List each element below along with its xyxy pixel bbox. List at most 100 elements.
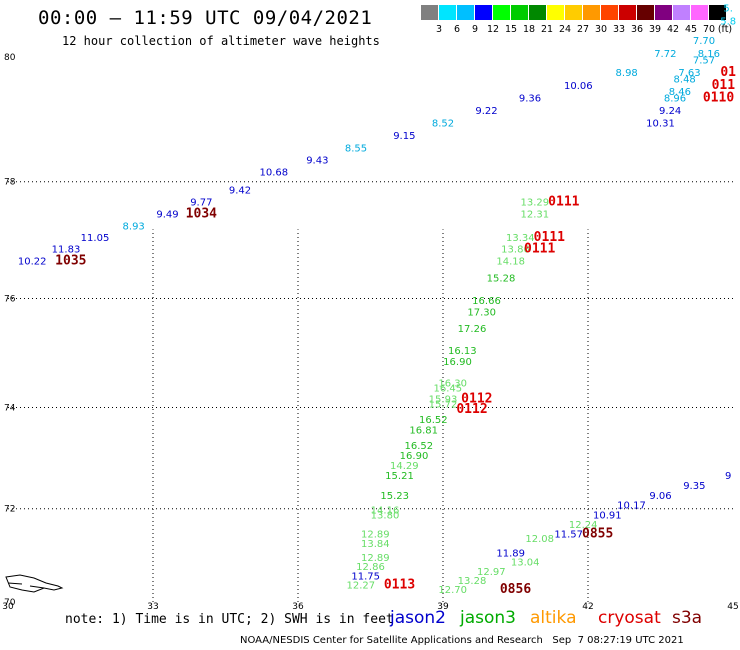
- wave-height-label: 12.08: [525, 534, 554, 545]
- time-label: 0856: [500, 582, 531, 597]
- scale-swatch: [493, 5, 510, 20]
- wave-height-label: 11.89: [496, 548, 525, 559]
- scale-label: 45: [684, 24, 698, 35]
- scale-swatch: [547, 5, 564, 20]
- wave-height-label: 16.66: [472, 296, 501, 307]
- scale-label: 21: [540, 24, 554, 35]
- wave-height-label: 12.70: [438, 585, 467, 596]
- wave-height-label: 14.16: [371, 506, 400, 517]
- wave-height-label: 16.90: [443, 357, 472, 368]
- wave-height-label: 7.72: [654, 49, 676, 60]
- wave-height-label: 9.35: [683, 481, 705, 492]
- wave-height-label: 13.86: [501, 245, 530, 256]
- scale-swatch: [673, 5, 690, 20]
- wave-height-label: 8.16: [698, 49, 720, 60]
- scale-label: 3: [435, 24, 443, 35]
- wave-height-label: 12.24: [569, 520, 598, 531]
- y-tick-label: 80: [4, 53, 16, 63]
- wave-height-label: 9.36: [519, 94, 541, 105]
- wave-height-label: 9.42: [229, 186, 251, 197]
- scale-label: 33: [612, 24, 626, 35]
- time-label: 1035: [55, 253, 86, 268]
- scale-swatch: [421, 5, 438, 20]
- wave-height-label: 7.57: [693, 55, 715, 66]
- y-tick-label: 72: [4, 505, 15, 515]
- footer-credit: NOAA/NESDIS Center for Satellite Applica…: [240, 635, 684, 646]
- wave-height-label: 11.83: [52, 245, 81, 256]
- wave-height-label: 8.55: [345, 143, 367, 154]
- scale-label: 39: [648, 24, 662, 35]
- scale-label: 42: [666, 24, 680, 35]
- time-label: 01: [720, 65, 736, 80]
- time-label: 0110: [703, 91, 734, 106]
- wave-height-label: 13.29: [521, 198, 550, 209]
- map-subtitle: 12 hour collection of altimeter wave hei…: [62, 34, 380, 48]
- scale-label: 30: [594, 24, 608, 35]
- wave-height-label: 9.49: [156, 210, 178, 221]
- scale-swatch: [529, 5, 546, 20]
- wave-height-label: 16.45: [434, 384, 463, 395]
- wave-height-label: 8.98: [616, 68, 638, 79]
- wave-height-label: 17.26: [458, 324, 487, 335]
- scale-label: 6: [453, 24, 461, 35]
- wave-height-label: 12.89: [361, 530, 390, 541]
- legend-s3a: s3a: [672, 608, 703, 628]
- wave-height-label: 9.06: [649, 491, 671, 502]
- scale-swatch: [619, 5, 636, 20]
- time-label: 0111: [524, 242, 555, 257]
- x-tick-label: 39: [437, 602, 449, 612]
- scale-swatch: [601, 5, 618, 20]
- wave-height-label: 16.90: [400, 451, 429, 462]
- wave-height-label: 5.: [723, 4, 733, 15]
- wave-height-label: 8.93: [123, 221, 145, 232]
- wave-height-label: 14.18: [496, 256, 525, 267]
- legend-jason2: jason2: [390, 608, 446, 628]
- wave-height-label: 15.93: [429, 394, 458, 405]
- x-tick-label: 33: [147, 602, 158, 612]
- wave-height-label: 13.28: [458, 576, 487, 587]
- wave-height-label: 12.86: [356, 562, 385, 573]
- wave-height-label: 8.46: [669, 87, 691, 98]
- time-label: 011: [712, 78, 736, 93]
- wave-height-label: 10.68: [260, 168, 289, 179]
- wave-height-label: 13.84: [361, 539, 390, 550]
- scale-swatch: [565, 5, 582, 20]
- wave-height-label: 10.17: [617, 501, 646, 512]
- wave-height-label: 8.52: [432, 119, 454, 130]
- wave-height-label: 15.23: [380, 491, 409, 502]
- wave-height-label: 10.31: [646, 119, 675, 130]
- wave-height-label: 9.22: [475, 106, 497, 117]
- legend-cryosat: cryosat: [598, 608, 661, 628]
- y-tick-label: 70: [4, 598, 16, 608]
- wave-height-label: 16.52: [419, 415, 448, 426]
- scale-swatch: [511, 5, 528, 20]
- scale-unit: (ft): [717, 24, 733, 35]
- coastline-detail: [7, 582, 45, 589]
- scale-swatch: [655, 5, 672, 20]
- wave-height-label: 13.04: [511, 558, 540, 569]
- x-tick-label: 45: [727, 602, 738, 612]
- scale-swatch: [475, 5, 492, 20]
- scale-label: 24: [558, 24, 572, 35]
- time-label: 0855: [582, 527, 613, 542]
- wave-height-label: 10.06: [564, 81, 593, 92]
- wave-height-label: 16.30: [438, 378, 467, 389]
- x-tick-label: 36: [292, 602, 304, 612]
- time-label: 0111: [534, 230, 565, 245]
- note-text: note: 1) Time is in UTC; 2) SWH is in fe…: [65, 612, 394, 627]
- scale-swatch: [637, 5, 654, 20]
- wave-height-label: 9: [725, 471, 731, 482]
- wave-height-label: 7.63: [678, 68, 700, 79]
- y-tick-label: 78: [4, 178, 16, 188]
- wave-height-label: 10.22: [18, 256, 47, 267]
- wave-height-label: 12.31: [521, 210, 550, 221]
- wave-height-label: 15.28: [487, 274, 516, 285]
- wave-height-label: 5.8: [720, 17, 736, 28]
- wave-height-label: 11.57: [554, 530, 583, 541]
- scale-label: 15: [504, 24, 518, 35]
- wave-height-label: 12.97: [477, 567, 506, 578]
- time-label: 0113: [384, 578, 415, 593]
- wave-height-label: 7.70: [693, 36, 715, 47]
- coastline: [5, 574, 64, 593]
